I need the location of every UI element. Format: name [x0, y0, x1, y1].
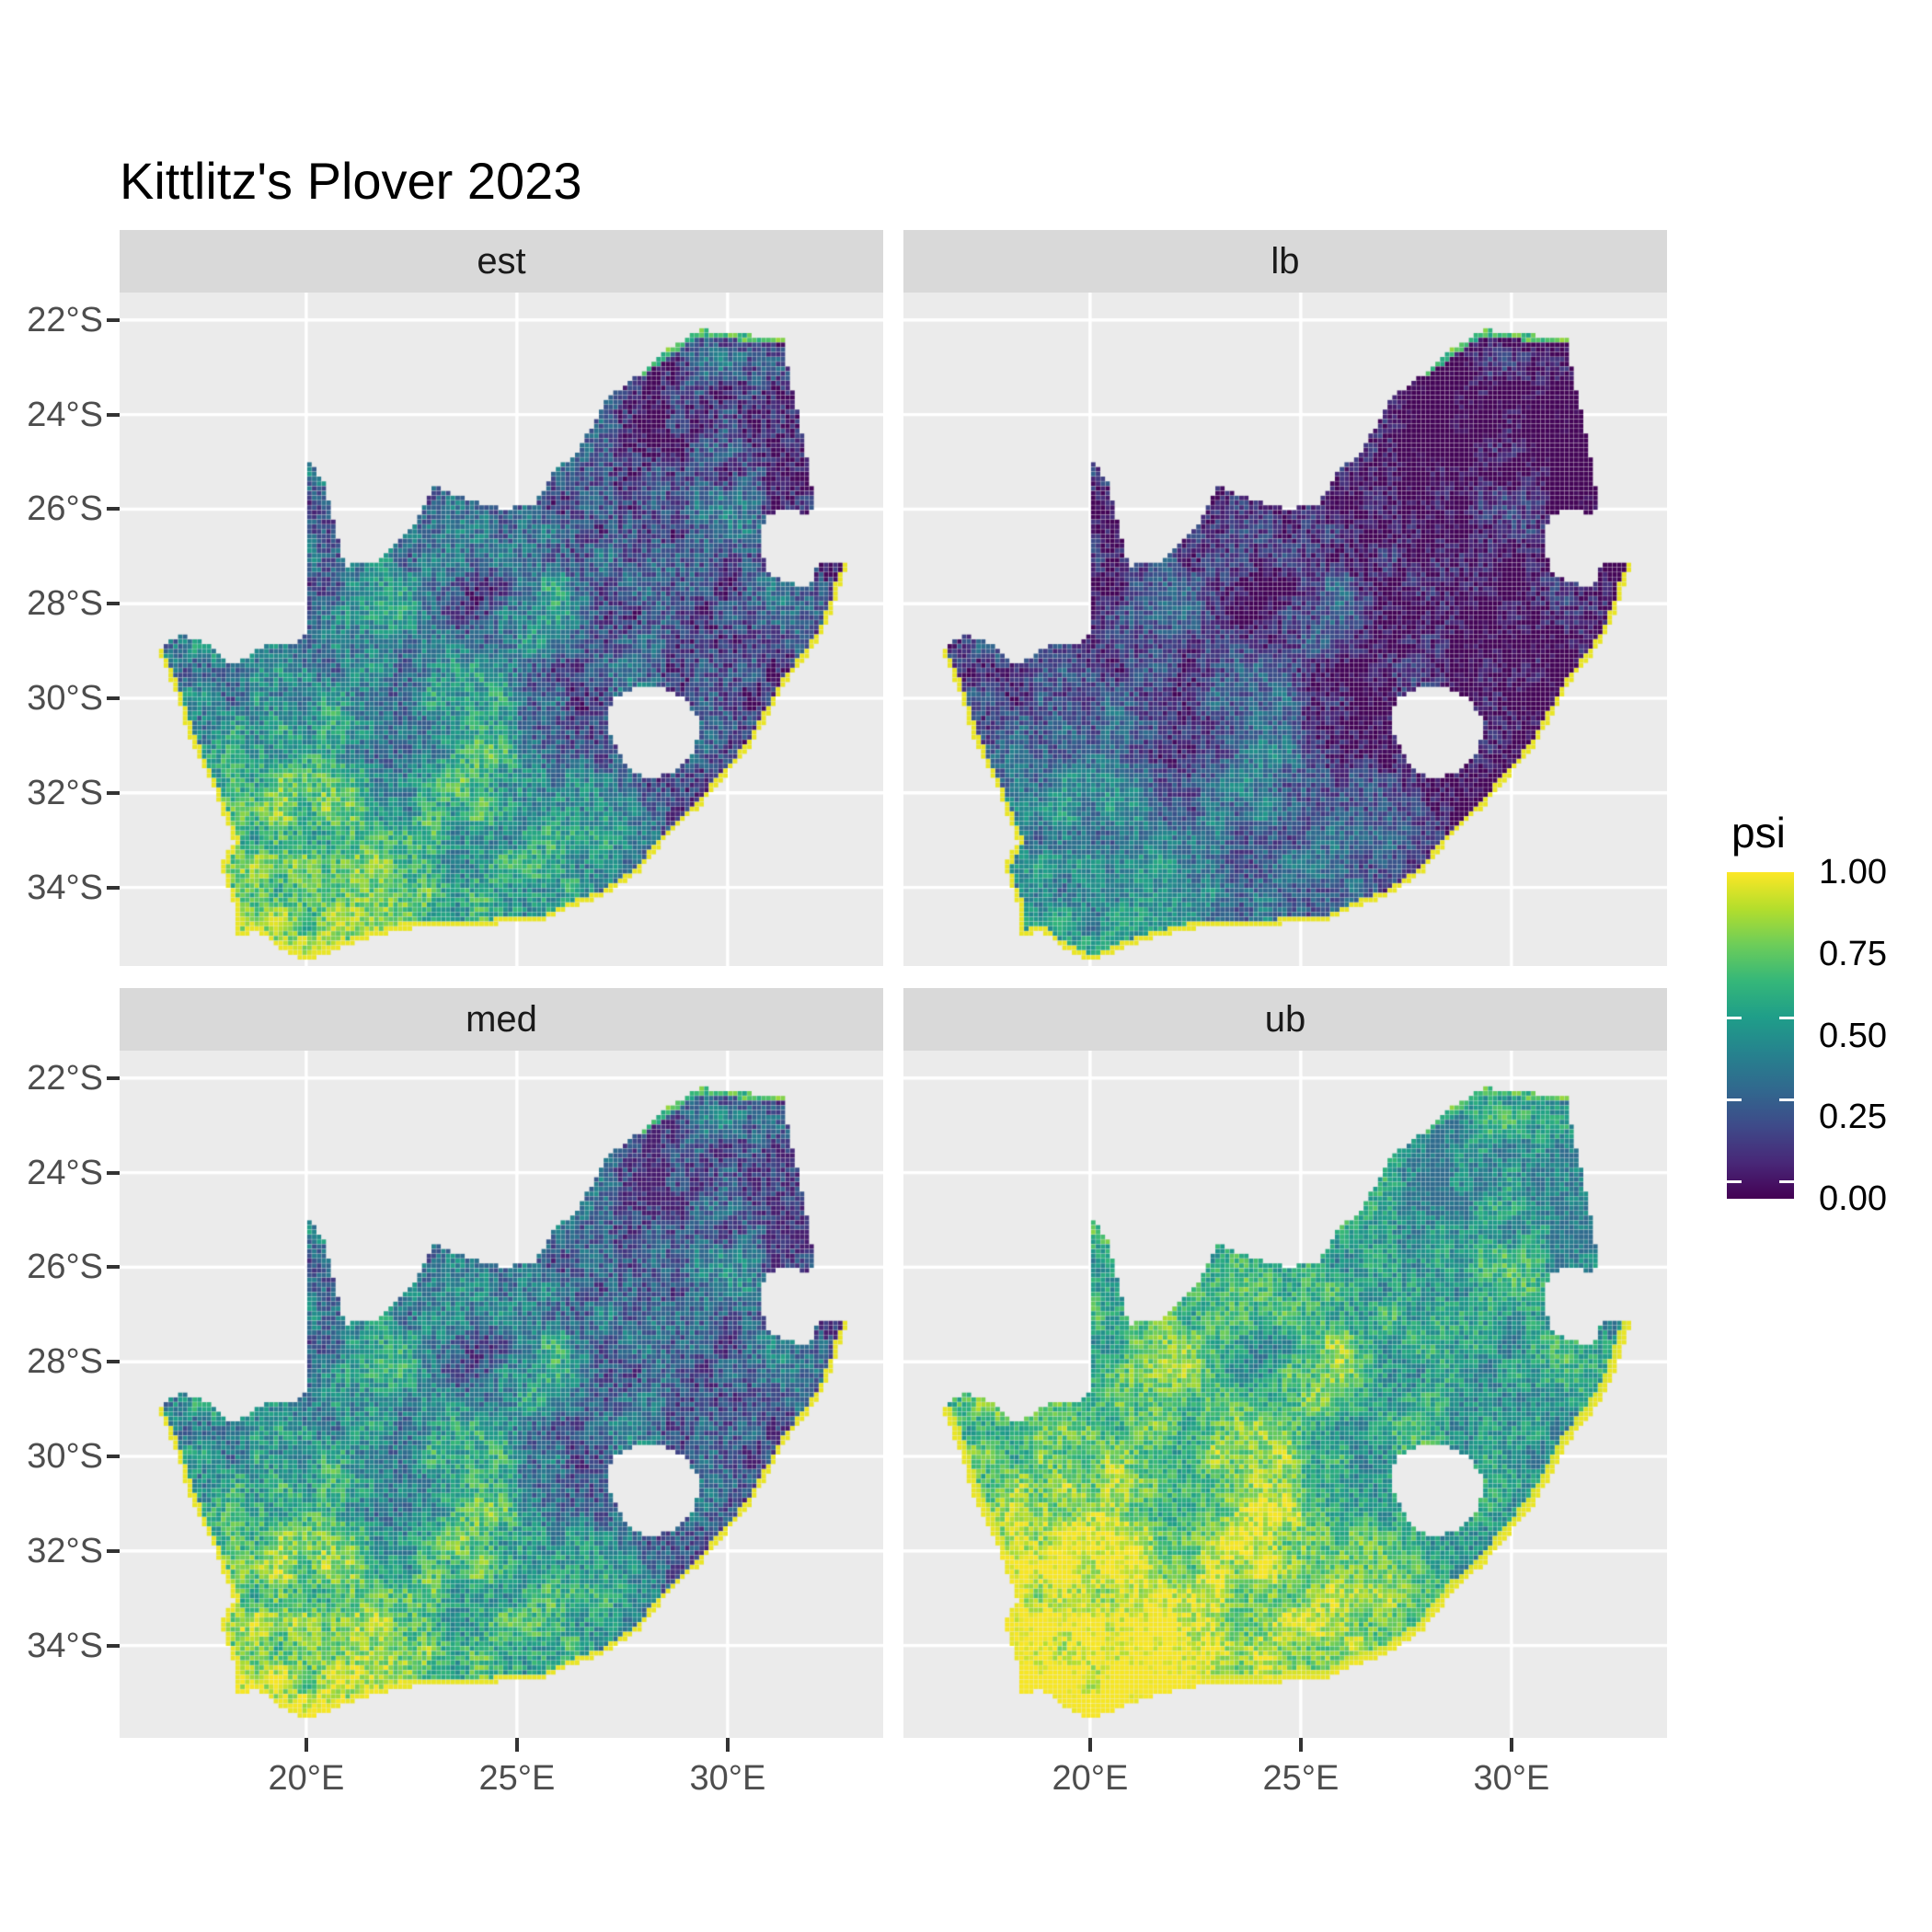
strip-label-lb: lb [1271, 241, 1300, 282]
legend-tick-label: 1.00 [1819, 853, 1887, 891]
map-canvas-lb [903, 293, 1667, 966]
x-tick-label: 30°E [689, 1759, 766, 1798]
plot-title: Kittlitz's Plover 2023 [120, 152, 582, 210]
y-tick-mark [107, 1170, 120, 1175]
legend-colorbar-tick [1779, 1098, 1794, 1101]
y-tick-mark [107, 602, 120, 606]
y-tick-mark [107, 885, 120, 890]
y-tick-mark [107, 1075, 120, 1080]
y-tick-label: 34°S [27, 868, 103, 907]
y-tick-mark [107, 790, 120, 795]
strip-label-med: med [466, 999, 537, 1040]
y-tick-mark [107, 1643, 120, 1648]
y-tick-mark [107, 696, 120, 700]
x-tick-mark [1087, 1738, 1092, 1752]
y-tick-label: 24°S [27, 1153, 103, 1192]
x-tick-label: 20°E [1052, 1759, 1129, 1798]
legend-colorbar-tick [1727, 1179, 1742, 1183]
legend-colorbar-tick [1779, 1017, 1794, 1020]
strip-label-est: est [477, 241, 526, 282]
y-tick-label: 32°S [27, 773, 103, 812]
legend-title: psi [1731, 809, 1786, 857]
strip-label-ub: ub [1264, 999, 1306, 1040]
legend-tick-label: 0.50 [1819, 1016, 1887, 1055]
legend-colorbar-tick [1727, 1098, 1742, 1101]
y-tick-label: 26°S [27, 489, 103, 529]
x-tick-label: 25°E [1262, 1759, 1340, 1798]
x-tick-label: 25°E [478, 1759, 556, 1798]
legend-tick-label: 0.25 [1819, 1098, 1887, 1137]
y-tick-mark [107, 507, 120, 512]
facet-strip-med: med [120, 988, 883, 1051]
legend-tick-label: 0.00 [1819, 1179, 1887, 1218]
y-tick-mark [107, 1360, 120, 1364]
y-tick-label: 32°S [27, 1531, 103, 1570]
x-tick-label: 30°E [1473, 1759, 1550, 1798]
x-tick-mark [725, 1738, 730, 1752]
legend-colorbar-tick [1727, 1017, 1742, 1020]
facet-strip-lb: lb [903, 230, 1667, 293]
y-tick-label: 22°S [27, 1058, 103, 1098]
map-canvas-med [120, 1051, 883, 1738]
x-tick-label: 20°E [268, 1759, 345, 1798]
y-tick-label: 28°S [27, 1342, 103, 1382]
y-tick-label: 34°S [27, 1626, 103, 1665]
y-tick-mark [107, 1548, 120, 1553]
y-tick-label: 22°S [27, 300, 103, 339]
legend-colorbar [1727, 872, 1794, 1199]
y-tick-label: 28°S [27, 584, 103, 624]
y-tick-mark [107, 1455, 120, 1458]
legend-colorbar-tick [1779, 1179, 1794, 1183]
facet-strip-est: est [120, 230, 883, 293]
x-tick-mark [304, 1738, 308, 1752]
legend-tick-label: 0.75 [1819, 934, 1887, 973]
y-tick-label: 30°S [27, 679, 103, 718]
y-tick-mark [107, 412, 120, 417]
x-tick-mark [514, 1738, 519, 1752]
y-tick-mark [107, 317, 120, 322]
map-canvas-ub [903, 1051, 1667, 1738]
x-tick-mark [1298, 1738, 1303, 1752]
map-canvas-est [120, 293, 883, 966]
y-tick-mark [107, 1265, 120, 1270]
x-tick-mark [1509, 1738, 1513, 1752]
y-tick-label: 24°S [27, 395, 103, 434]
y-tick-label: 26°S [27, 1248, 103, 1287]
y-tick-label: 30°S [27, 1437, 103, 1476]
facet-strip-ub: ub [903, 988, 1667, 1051]
